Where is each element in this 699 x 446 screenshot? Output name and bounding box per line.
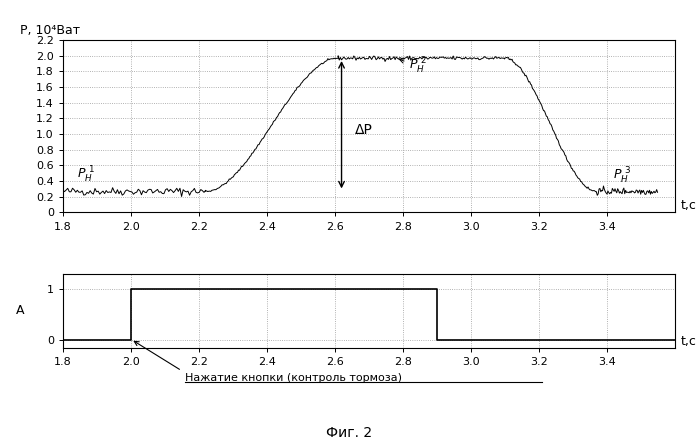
Text: t,c: t,c: [681, 199, 696, 212]
Text: P, 10⁴Ват: P, 10⁴Ват: [20, 24, 80, 37]
Text: $P_{H}^{\ 1}$: $P_{H}^{\ 1}$: [76, 165, 94, 185]
Text: Нажатие кнопки (контроль тормоза): Нажатие кнопки (контроль тормоза): [185, 373, 402, 384]
Text: A: A: [16, 305, 24, 318]
Text: ΔP: ΔP: [355, 123, 373, 137]
Text: $P_{H}^{\ 2}$: $P_{H}^{\ 2}$: [400, 56, 427, 76]
Text: t,c: t,c: [681, 335, 696, 348]
Text: Фиг. 2: Фиг. 2: [326, 426, 373, 440]
Text: $P_{H}^{\ 3}$: $P_{H}^{\ 3}$: [614, 165, 631, 186]
